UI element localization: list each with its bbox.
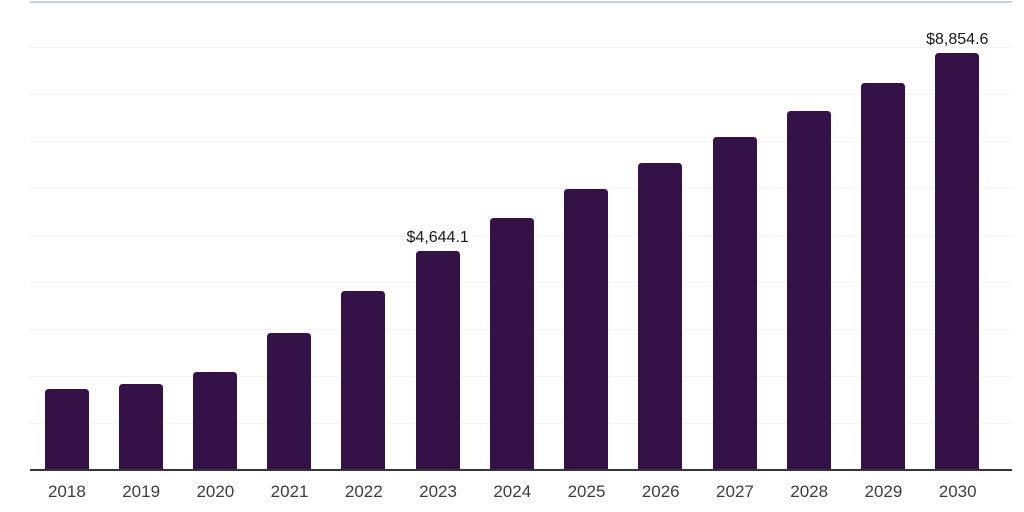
bar-2026[interactable] [638,163,683,470]
gridline-8000 [30,93,1012,95]
gridline-7000 [30,140,1012,142]
bar-2021[interactable] [267,333,312,470]
x-axis-label-2029: 2029 [864,482,903,501]
value-label-2023: $4,644.1 [406,229,469,247]
x-axis-label-2028: 2028 [790,482,829,501]
bar-2020[interactable] [192,372,237,470]
x-axis-label-2030: 2030 [938,482,977,501]
bar-2022[interactable] [341,291,386,470]
x-axis-label-2026: 2026 [641,482,680,501]
x-axis-label-2018: 2018 [47,482,86,501]
value-label-2030: $8,854.6 [926,31,989,49]
gridline-6000 [30,187,1012,189]
x-axis-label-2024: 2024 [493,482,532,501]
x-axis-line [30,469,1012,471]
x-axis-label-2020: 2020 [196,482,235,501]
x-axis-label-2021: 2021 [270,482,309,501]
x-axis-label-2022: 2022 [344,482,383,501]
bar-2019[interactable] [118,383,163,470]
x-axis-label-2025: 2025 [567,482,606,501]
x-axis-label-2023: 2023 [419,482,457,501]
gridline-9000 [30,46,1012,48]
plot-top-border-line [30,1,1012,3]
x-axis-label-2019: 2019 [122,482,161,501]
bar-2025[interactable] [564,189,609,470]
bar-2024[interactable] [489,217,534,470]
bar-2030[interactable] [935,53,980,470]
bar-2029[interactable] [861,83,906,470]
bar-2023[interactable] [415,251,460,470]
bar-2028[interactable] [786,111,831,470]
bar-2027[interactable] [712,136,757,470]
bar-2018[interactable] [44,389,89,470]
x-axis-label-2027: 2027 [716,482,754,501]
